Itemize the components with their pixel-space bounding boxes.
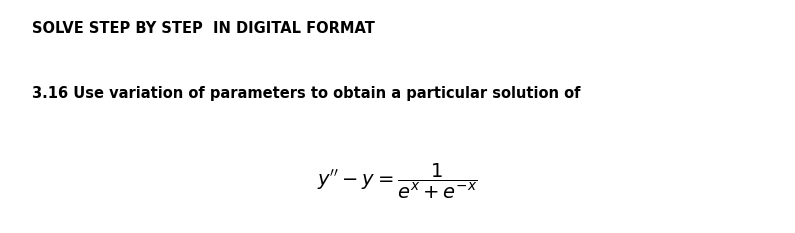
Text: 3.16 Use variation of parameters to obtain a particular solution of: 3.16 Use variation of parameters to obta… [32,86,580,101]
Text: SOLVE STEP BY STEP  IN DIGITAL FORMAT: SOLVE STEP BY STEP IN DIGITAL FORMAT [32,21,374,36]
Text: $y'' - y = \dfrac{1}{e^x + e^{-x}}$: $y'' - y = \dfrac{1}{e^x + e^{-x}}$ [317,162,478,202]
